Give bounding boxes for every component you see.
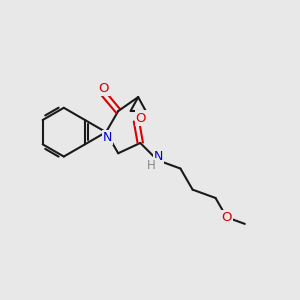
Text: O: O — [221, 211, 232, 224]
Text: O: O — [99, 82, 109, 95]
Text: N: N — [154, 150, 163, 163]
Text: N: N — [103, 131, 112, 144]
Text: H: H — [147, 159, 156, 172]
Text: O: O — [136, 112, 146, 124]
